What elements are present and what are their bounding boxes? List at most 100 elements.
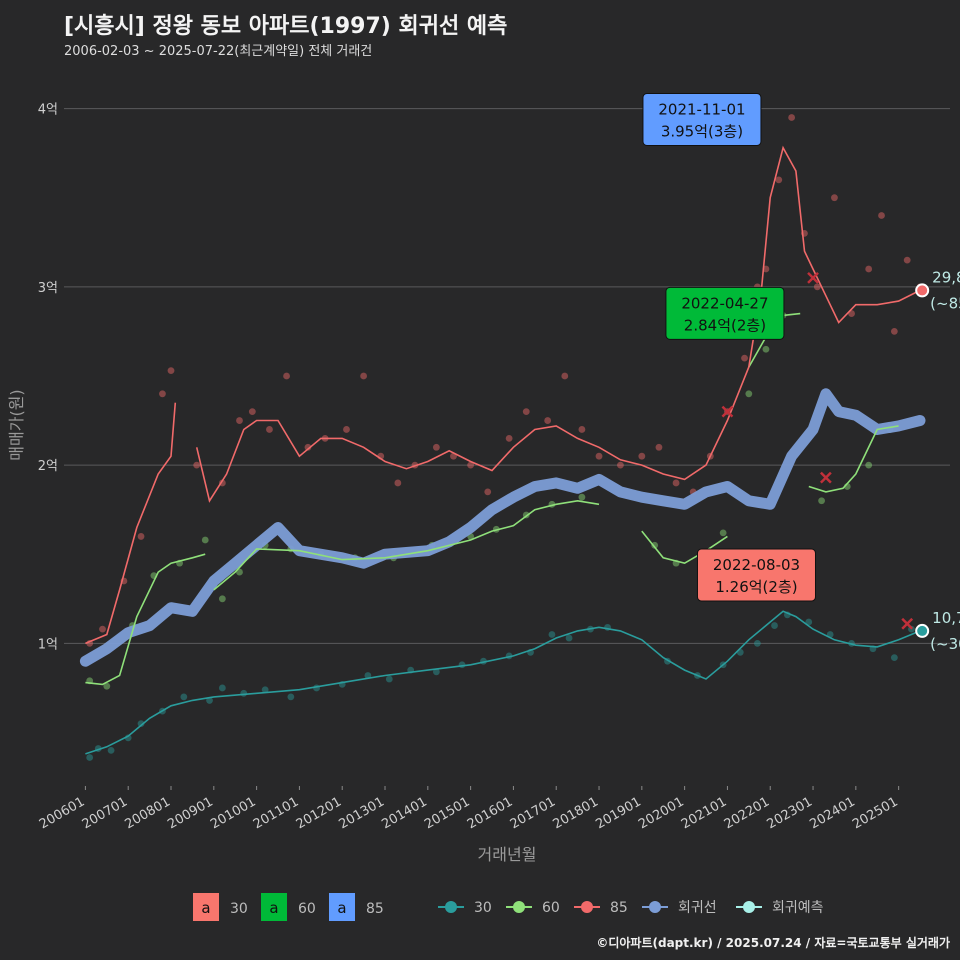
scatter-point <box>522 408 530 416</box>
end-point-marker <box>915 623 930 638</box>
annotation-date: 2022-04-27 <box>681 294 768 312</box>
series-line-60 <box>213 499 600 591</box>
legend-fill-key: a <box>269 899 278 917</box>
y-tick-label: 1억 <box>38 637 58 652</box>
series-line-60 <box>85 553 206 686</box>
series-line-85 <box>85 402 177 645</box>
x-tick-label: 200901 <box>165 794 215 832</box>
legend-line-marker <box>649 901 661 913</box>
scatter-point <box>719 529 727 537</box>
scatter-point <box>343 426 350 433</box>
scatter-point <box>771 622 778 629</box>
scatter-point <box>578 493 586 501</box>
scatter-point <box>878 212 885 219</box>
scatter-point <box>638 452 646 460</box>
scatter-point <box>565 634 573 642</box>
annotation-date: 2021-11-01 <box>658 100 745 118</box>
legend-line-label: 60 <box>542 900 560 916</box>
legend-fill-label: 60 <box>298 901 316 917</box>
x-axis-title: 거래년월 <box>478 845 537 864</box>
scatter-point <box>201 536 209 544</box>
scatter-point <box>595 452 603 460</box>
x-tick-label: 201301 <box>337 794 387 832</box>
scatter-point <box>890 328 898 335</box>
x-tick-label: 202101 <box>679 794 729 832</box>
annotation-box <box>642 92 762 146</box>
scatter-point <box>432 443 440 451</box>
end-point-marker <box>915 283 930 298</box>
scatter-point <box>831 194 838 202</box>
scatter-point <box>432 668 440 676</box>
scatter-point <box>103 682 111 690</box>
scatter-point <box>788 114 796 121</box>
scatter-point <box>818 497 825 505</box>
scatter-point <box>86 754 94 761</box>
scatter-point <box>484 488 492 496</box>
scatter-point <box>672 479 680 487</box>
scatter-point <box>762 345 770 353</box>
scatter-point <box>467 461 475 469</box>
end-point-area: (~85㎡) <box>930 294 960 312</box>
scatter-point <box>248 408 256 416</box>
legend-fill-label: 30 <box>230 901 248 917</box>
x-tick-label: 201501 <box>422 794 472 832</box>
scatter-point <box>903 256 911 264</box>
x-tick-label: 201801 <box>551 794 601 832</box>
scatter-point <box>741 354 748 362</box>
annotation-box <box>665 286 785 340</box>
scatter-point <box>240 689 248 697</box>
scatter-point <box>561 372 569 380</box>
scatter-point <box>775 176 783 184</box>
chart-title: [시흥시] 정왕 동보 아파트(1997) 회귀선 예측 <box>64 14 508 39</box>
regression-line <box>79 388 926 667</box>
y-tick-label: 2억 <box>38 459 58 474</box>
legend-fill-key: a <box>337 899 346 917</box>
scatter-point <box>753 639 761 647</box>
cross-marker <box>807 272 819 284</box>
x-tick-label: 202301 <box>765 794 815 832</box>
scatter-point <box>805 618 813 626</box>
scatter-point <box>261 686 269 694</box>
scatter-point <box>206 697 213 704</box>
legend-line-label: 85 <box>610 900 628 916</box>
x-tick-label: 201701 <box>508 794 558 832</box>
scatter-point <box>385 675 393 683</box>
scatter-point <box>159 390 166 398</box>
scatter-point <box>193 461 201 469</box>
cross-marker <box>819 471 832 484</box>
scatter-point <box>236 417 243 424</box>
scatter-point <box>394 479 402 487</box>
y-tick-label: 3억 <box>38 281 58 296</box>
scatter-point <box>890 654 898 662</box>
legend-fill-swatch <box>329 893 355 921</box>
x-tick-label: 201101 <box>251 794 301 832</box>
scatter-point <box>617 461 624 469</box>
scatter-point <box>548 631 556 638</box>
x-tick-label: 201401 <box>379 794 429 832</box>
series-line-60 <box>808 425 899 493</box>
scatter-point <box>137 720 145 728</box>
legend-line-marker <box>743 901 755 913</box>
scatter-point <box>266 426 273 433</box>
cross-marker <box>721 405 734 418</box>
legend-line-label: 회귀선 <box>678 900 717 916</box>
x-tick-label: 201001 <box>208 794 258 832</box>
scatter-point <box>813 283 821 291</box>
chart-subtitle: 2006-02-03 ~ 2025-07-22(최근계약일) 전체 거래건 <box>64 44 373 59</box>
y-tick-label: 4억 <box>38 103 58 118</box>
scatter-point <box>865 265 873 273</box>
scatter-point <box>360 372 368 380</box>
scatter-point <box>745 390 753 398</box>
annotation-value: 1.26억(2층) <box>715 578 797 596</box>
scatter-point <box>578 426 586 433</box>
scatter-point <box>283 372 290 380</box>
end-point-area: (~30㎡) <box>930 635 960 653</box>
legend-line-label: 30 <box>474 900 492 916</box>
scatter-point <box>218 595 226 603</box>
x-tick-label: 201601 <box>465 794 515 832</box>
annotation-value: 3.95억(3층) <box>661 122 743 140</box>
chart-caption: ©디아파트(dapt.kr) / 2025.07.24 / 자료=국토교통부 실… <box>596 936 950 950</box>
x-tick-label: 202201 <box>722 794 772 832</box>
scatter-point <box>167 367 175 375</box>
